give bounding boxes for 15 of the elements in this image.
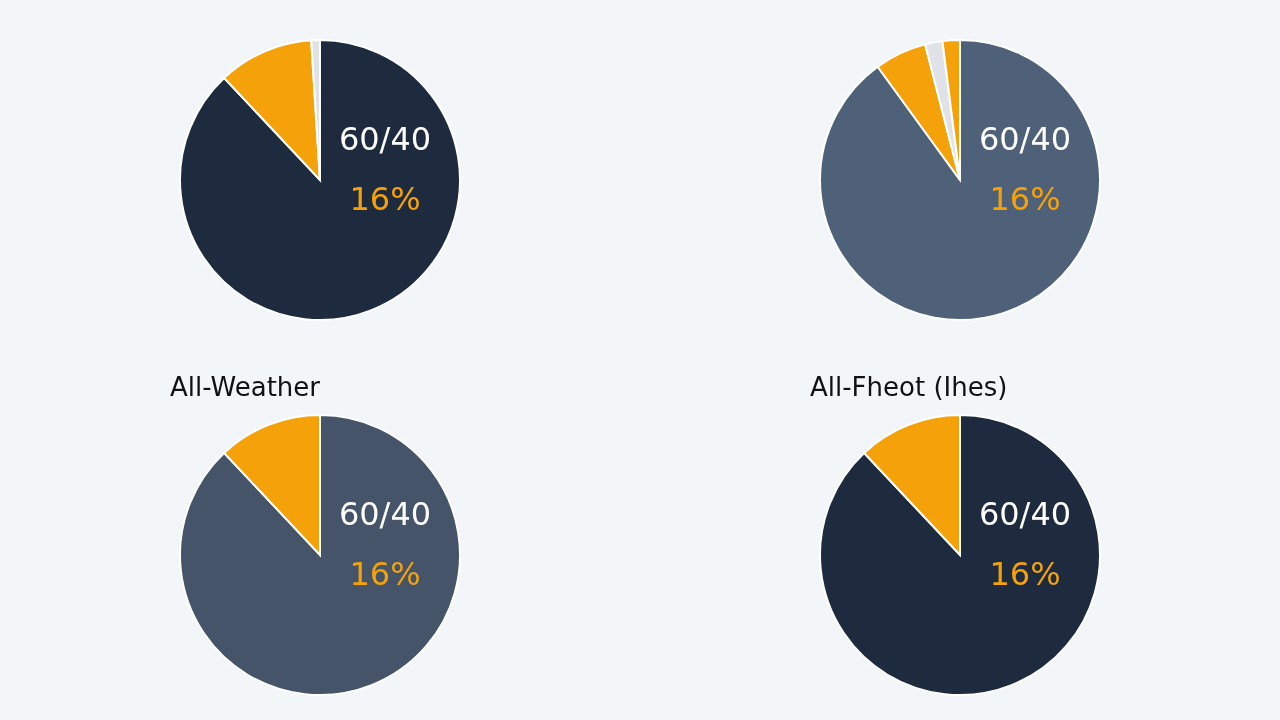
pie-slice: [819, 39, 1101, 321]
pie-slice: [876, 43, 961, 181]
text: 16%: [349, 555, 421, 593]
text: 60/40: [338, 120, 432, 158]
text: 60/40: [978, 120, 1072, 158]
text: 16%: [349, 180, 421, 218]
text: 16%: [989, 180, 1061, 218]
pie-slice: [179, 414, 461, 696]
text: 60/40: [978, 495, 1072, 533]
text: 60/40: [338, 495, 432, 533]
text: 16%: [989, 555, 1061, 593]
chart-title: All-Fheot (Ihes): [810, 372, 1008, 402]
pie-slice: [179, 39, 461, 321]
chart-title: All-Weather: [170, 372, 321, 402]
pie-slice: [819, 414, 1101, 696]
